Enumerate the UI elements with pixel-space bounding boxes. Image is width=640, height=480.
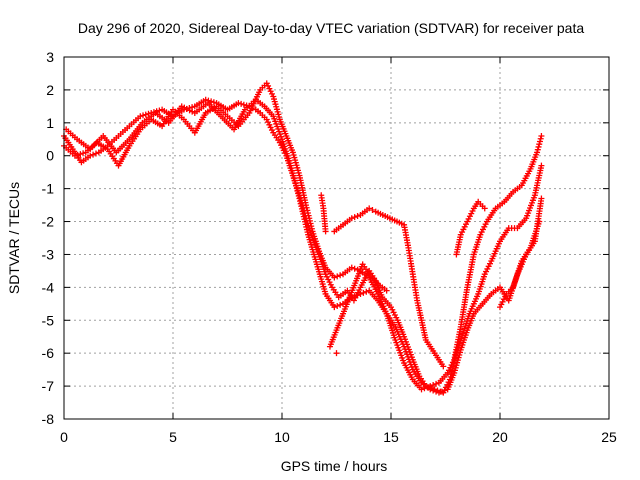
data-point: [348, 264, 355, 271]
y-tick-label: 2: [46, 82, 54, 98]
x-axis-label: GPS time / hours: [281, 458, 388, 474]
data-point: [331, 304, 338, 311]
data-point: [441, 387, 448, 394]
data-point: [481, 205, 488, 212]
data-point: [536, 138, 543, 145]
data-point: [140, 112, 147, 119]
data-point: [440, 363, 447, 370]
data-point: [351, 293, 358, 300]
data-points: [61, 80, 545, 396]
data-point: [90, 151, 97, 158]
data-point: [369, 207, 376, 214]
data-point: [87, 152, 94, 159]
data-point: [92, 150, 99, 157]
y-tick-label: -7: [42, 378, 55, 394]
data-point: [351, 265, 358, 272]
x-tick-label: 10: [274, 429, 290, 445]
data-point: [357, 290, 364, 297]
y-tick-label: -3: [42, 246, 55, 262]
data-point: [333, 350, 340, 357]
y-tick-label: 0: [46, 148, 54, 164]
x-tick-label: 20: [492, 429, 508, 445]
data-point: [534, 149, 541, 156]
data-point: [210, 99, 217, 106]
y-tick-label: -8: [42, 411, 55, 427]
data-point: [77, 151, 84, 158]
chart-title: Day 296 of 2020, Sidereal Day-to-day VTE…: [78, 20, 585, 36]
data-point: [383, 287, 390, 294]
data-point: [535, 143, 542, 150]
data-point: [351, 214, 358, 221]
data-point: [418, 386, 425, 393]
y-axis-label: SDTVAR / TECUs: [6, 182, 22, 294]
series-track-2: [61, 80, 545, 393]
data-point: [430, 387, 437, 394]
data-point: [534, 146, 541, 153]
data-point: [208, 98, 215, 105]
data-point: [322, 228, 329, 235]
data-point: [80, 150, 87, 157]
data-point: [538, 162, 545, 169]
data-point: [537, 135, 544, 142]
data-point: [433, 388, 440, 395]
data-point: [427, 386, 434, 393]
y-tick-label: 3: [46, 49, 54, 65]
data-point: [435, 389, 442, 396]
data-point: [337, 301, 344, 308]
y-tick-label: -6: [42, 345, 55, 361]
data-point: [348, 215, 355, 222]
plot-frame: [63, 56, 610, 420]
x-tick-label: 5: [169, 429, 177, 445]
data-point: [71, 152, 78, 159]
data-point: [438, 388, 445, 395]
data-point: [334, 303, 341, 310]
data-point: [334, 273, 341, 280]
data-point: [331, 274, 338, 281]
y-tick-label: -2: [42, 214, 55, 230]
data-point: [235, 100, 242, 107]
data-point: [142, 111, 149, 118]
data-point: [366, 205, 373, 212]
y-tick-label: -4: [42, 279, 55, 295]
grid-lines: [64, 57, 609, 419]
data-point: [433, 380, 440, 387]
data-point: [536, 218, 543, 225]
data-point: [354, 292, 361, 299]
data-point: [137, 113, 144, 120]
series-track-3: [63, 96, 545, 396]
x-tick-label: 0: [60, 429, 68, 445]
data-point: [538, 195, 545, 202]
series-track-4: [318, 192, 543, 370]
data-point: [360, 289, 367, 296]
data-point: [74, 151, 81, 158]
data-point: [536, 141, 543, 148]
data-point: [538, 132, 545, 139]
data-point: [363, 288, 370, 295]
x-tick-label: 25: [601, 429, 617, 445]
y-tick-label: -1: [42, 181, 55, 197]
data-point: [240, 101, 247, 108]
data-point: [238, 100, 245, 107]
data-point: [430, 381, 437, 388]
y-tick-label: 1: [46, 115, 54, 131]
y-tick-label: -5: [42, 312, 55, 328]
x-tick-label: 15: [383, 429, 399, 445]
data-point: [354, 213, 361, 220]
data-point: [337, 272, 344, 279]
